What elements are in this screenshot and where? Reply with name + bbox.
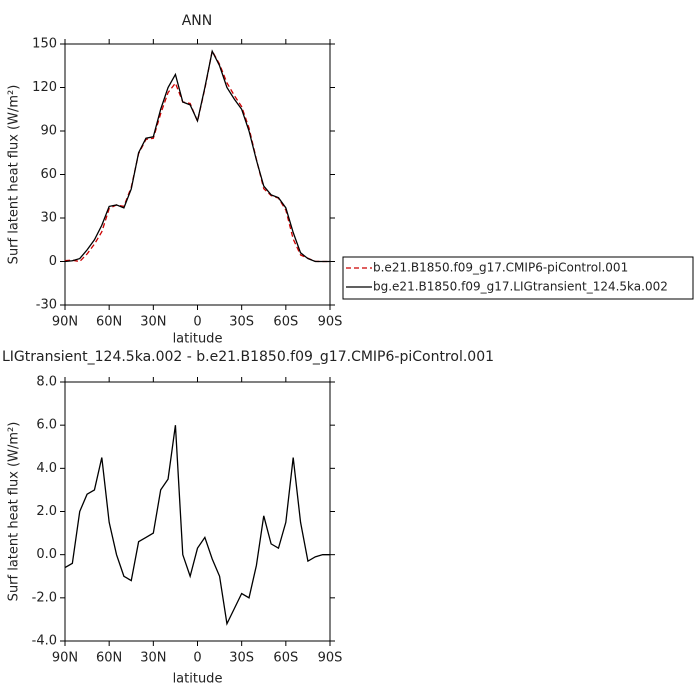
y-tick-label: 90 [40,124,57,139]
x-tick-label: 30S [229,651,254,666]
legend-box [342,256,694,300]
y-tick-label: 6.0 [36,418,57,433]
y-axis-label: Surf latent heat flux (W/m²) [7,85,22,265]
x-tick-label: 60N [96,315,122,330]
legend-label: bg.e21.B1850.f09_g17.LIGtransient_124.5k… [373,280,668,294]
y-tick-label: 30 [40,211,57,226]
x-tick-label: 30S [229,315,254,330]
y-tick-label: -2.0 [32,590,57,605]
y-tick-label: 0 [49,254,57,269]
y-tick-label: 150 [32,37,57,52]
x-tick-label: 0 [193,315,201,330]
data-line [64,425,330,626]
y-axis-label: Surf latent heat flux (W/m²) [7,422,22,602]
y-tick-label: 120 [32,80,57,95]
x-tick-label: 60N [96,651,122,666]
plot-frame [64,43,331,306]
chart-title: ANN [182,13,213,29]
x-tick-label: 90S [318,315,343,330]
x-tick-label: 60S [273,651,298,666]
chart-title: LIGtransient_124.5ka.002 - b.e21.B1850.f… [2,349,494,365]
data-line [64,49,330,263]
y-tick-label: 2.0 [36,504,57,519]
plot-frame [64,381,331,642]
x-axis-label: latitude [173,672,223,687]
y-tick-label: 4.0 [36,461,57,476]
x-axis-label: latitude [173,332,223,347]
y-tick-label: 60 [40,167,57,182]
x-tick-label: 0 [193,651,201,666]
data-line [64,49,330,263]
y-tick-label: -30 [36,298,57,313]
y-tick-label: 8.0 [36,375,57,390]
y-tick-label: -4.0 [32,634,57,649]
x-tick-label: 60S [273,315,298,330]
x-tick-label: 90N [52,651,78,666]
x-tick-label: 30N [140,651,166,666]
x-tick-label: 90S [318,651,343,666]
y-tick-label: 0.0 [36,547,57,562]
legend-label: b.e21.B1850.f09_g17.CMIP6-piControl.001 [373,261,628,275]
x-tick-label: 30N [140,315,166,330]
x-tick-label: 90N [52,315,78,330]
